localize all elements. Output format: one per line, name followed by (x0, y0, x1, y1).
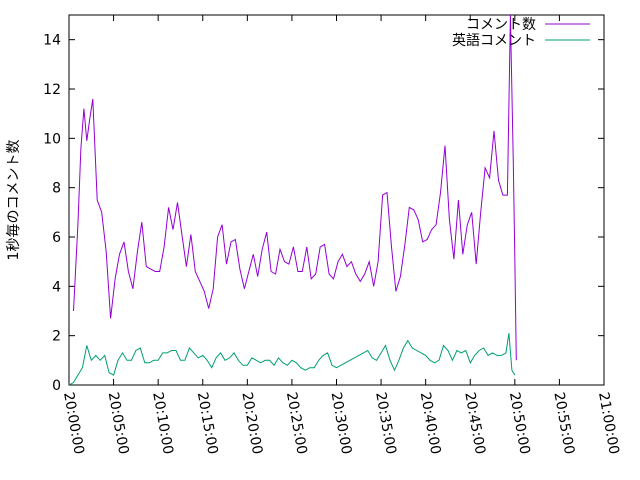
x-tick-label: 20:15:00 (194, 391, 221, 456)
y-tick-label: 8 (52, 181, 61, 197)
series-line-1 (73, 14, 517, 361)
legend-label: コメント数 (466, 17, 536, 33)
plot-axes (68, 14, 605, 386)
y-tick-label: 6 (52, 230, 61, 246)
x-tick-label: 21:00:00 (595, 391, 622, 456)
legend-label: 英語コメント (452, 32, 536, 49)
x-tick-label: 20:05:00 (105, 391, 132, 456)
x-axis-ticks: 20:00:00 20:05:00 20:10:00 20:15:00 20:20:00… (60, 15, 622, 456)
y-axis-label: 1秒毎のコメント数 (6, 140, 22, 261)
x-tick-label: 20:55:00 (550, 391, 577, 456)
x-tick-label: 20:00:00 (60, 391, 87, 456)
y-tick-label: 4 (52, 279, 61, 295)
y-tick-label: 12 (43, 82, 61, 98)
plot-frame (68, 14, 605, 386)
x-tick-label: 20:35:00 (372, 391, 399, 456)
series-lines (68, 14, 517, 386)
y-tick-label: 0 (52, 378, 61, 394)
y-tick-label: 2 (52, 329, 61, 345)
x-tick-label: 20:10:00 (149, 391, 176, 456)
x-tick-label: 20:25:00 (283, 391, 310, 456)
y-tick-label: 10 (43, 131, 61, 147)
x-tick-label: 20:20:00 (238, 391, 265, 456)
series-line-2 (68, 333, 516, 386)
x-tick-label: 20:40:00 (417, 391, 444, 456)
x-tick-label: 20:30:00 (328, 391, 355, 456)
x-tick-label: 20:50:00 (506, 391, 533, 456)
y-axis-ticks: 0 2 4 6 8 10 12 14 (43, 33, 604, 394)
x-tick-label: 20:45:00 (461, 391, 488, 456)
y-tick-label: 14 (43, 33, 61, 49)
